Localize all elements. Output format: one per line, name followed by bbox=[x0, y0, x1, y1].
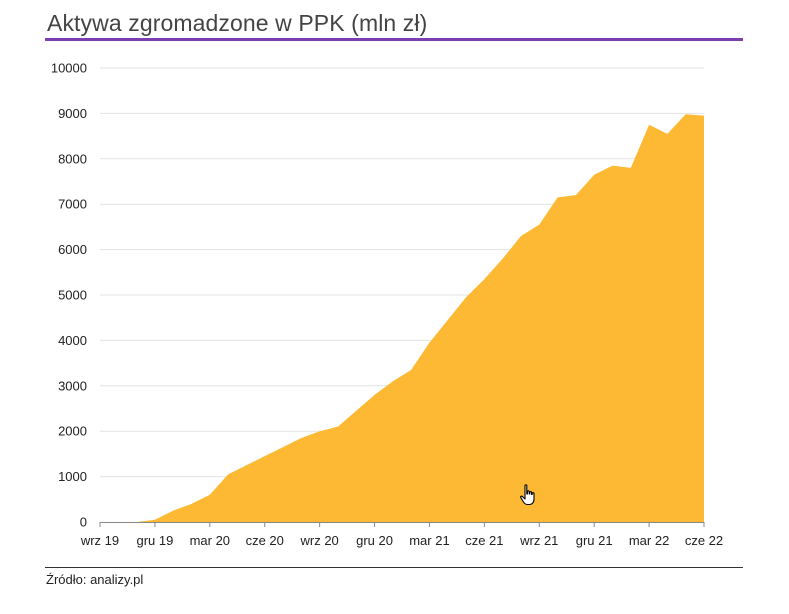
title-underline bbox=[45, 38, 743, 41]
x-tick-label: gru 20 bbox=[356, 533, 393, 548]
x-tick-label: wrz 21 bbox=[519, 533, 558, 548]
y-tick-label: 10000 bbox=[51, 61, 87, 76]
area-series bbox=[100, 114, 704, 522]
x-tick-label: gru 21 bbox=[576, 533, 613, 548]
x-tick-label: wrz 19 bbox=[80, 533, 119, 548]
source-note: Źródło: analizy.pl bbox=[46, 572, 144, 587]
y-axis-ticks: 0 1000 2000 3000 4000 5000 6000 7000 8000 9000 100… bbox=[51, 61, 87, 530]
y-tick-label: 0 bbox=[80, 515, 87, 530]
area-fill bbox=[100, 114, 704, 522]
y-tick-label: 7000 bbox=[58, 197, 87, 212]
x-axis-ticks: wrz 19 gru 19 mar 20 cze 20 wrz 20 gru 20 mar … bbox=[80, 522, 723, 548]
x-tick-label: gru 19 bbox=[136, 533, 173, 548]
y-tick-label: 6000 bbox=[58, 242, 87, 257]
y-tick-label: 2000 bbox=[58, 424, 87, 439]
y-tick-label: 8000 bbox=[58, 151, 87, 166]
x-tick-label: cze 20 bbox=[246, 533, 284, 548]
y-tick-label: 4000 bbox=[58, 333, 87, 348]
x-tick-label: cze 22 bbox=[685, 533, 723, 548]
x-tick-label: mar 21 bbox=[409, 533, 449, 548]
x-tick-label: mar 20 bbox=[190, 533, 230, 548]
hand-pointer-cursor-icon bbox=[520, 484, 535, 506]
x-tick-label: cze 21 bbox=[465, 533, 503, 548]
y-tick-label: 5000 bbox=[58, 288, 87, 303]
area-chart: 0 1000 2000 3000 4000 5000 6000 7000 8000 9000 100… bbox=[51, 61, 723, 549]
y-tick-label: 3000 bbox=[58, 378, 87, 393]
x-tick-label: wrz 20 bbox=[299, 533, 338, 548]
y-tick-label: 9000 bbox=[58, 106, 87, 121]
x-tick-label: mar 22 bbox=[629, 533, 669, 548]
footer-rule bbox=[45, 567, 743, 568]
chart-title: Aktywa zgromadzone w PPK (mln zł) bbox=[47, 10, 428, 36]
y-tick-label: 1000 bbox=[58, 469, 87, 484]
